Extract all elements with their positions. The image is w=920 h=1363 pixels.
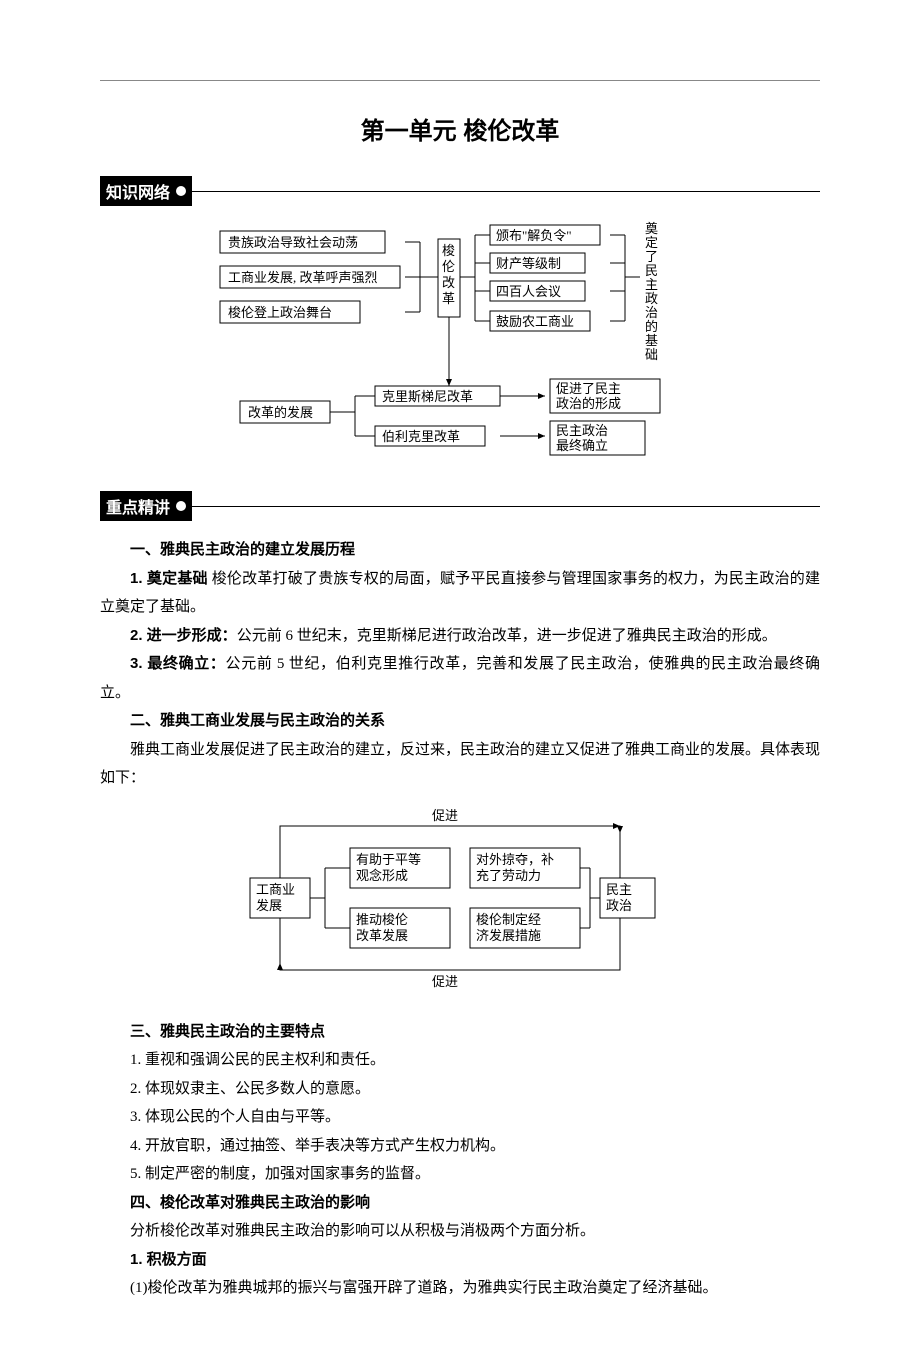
d1-rightv: 奠定了民主政治的基础 [645,221,658,362]
l3: 3. 体现公民的个人自由与平等。 [100,1103,820,1132]
p3a: 3. 最终确立： [130,655,226,672]
d2-right: 民主政治 [606,882,632,913]
top-rule [100,80,820,81]
l5: 5. 制定严密的制度，加强对国家事务的监督。 [100,1160,820,1189]
section-label-1: 知识网络 [106,179,170,203]
l2: 2. 体现奴隶主、公民多数人的意愿。 [100,1075,820,1104]
section-tag-2: 重点精讲 [100,491,192,521]
p5: 分析梭伦改革对雅典民主政治的影响可以从积极与消极两个方面分析。 [100,1217,820,1246]
d2-m3: 推动梭伦改革发展 [356,912,408,943]
diagram-2: 促进 工商业发展 民主政治 有助于平等观念形成 对外掠夺，补充了劳动力 推动梭伦… [220,808,700,998]
p6: 1. 积极方面 [130,1251,207,1268]
section-header-1: 知识网络 [100,176,820,206]
section-label-2: 重点精讲 [106,494,170,518]
d1-bm-1: 伯利克里改革 [382,429,460,444]
p2b: 公元前 6 世纪末，克里斯梯尼进行政治改革，进一步促进了雅典民主政治的形成。 [237,628,777,644]
body-text: 一、雅典民主政治的建立发展历程 1. 奠定基础 梭伦改革打破了贵族专权的局面，赋… [100,536,820,793]
p1a: 1. 奠定基础 [130,570,208,587]
d2-bot: 促进 [432,974,458,989]
section-line-2 [192,506,820,507]
d1-bl: 改革的发展 [248,405,313,420]
d1-left-1: 工商业发展, 改革呼声强烈 [228,270,378,285]
d1-left-0: 贵族政治导致社会动荡 [228,235,358,250]
dot-icon-2 [176,501,186,511]
section-line-1 [192,191,820,192]
p4: 雅典工商业发展促进了民主政治的建立，反过来，民主政治的建立又促进了雅典工商业的发… [100,736,820,793]
d1-bm-0: 克里斯梯尼改革 [382,389,473,404]
d1-right-0: 颁布"解负令" [496,228,572,243]
d2-top: 促进 [432,808,458,823]
d1-br-0: 促进了民主政治的形成 [556,381,621,411]
l1: 1. 重视和强调公民的民主权利和责任。 [100,1046,820,1075]
h3: 三、雅典民主政治的主要特点 [130,1023,325,1040]
d1-right-2: 四百人会议 [496,284,561,299]
d1-br-1: 民主政治最终确立 [556,423,608,453]
p1b: 梭伦改革打破了贵族专权的局面，赋予平民直接参与管理国家事务的权力，为民主政治的建… [100,571,820,616]
d1-right-3: 鼓励农工商业 [496,314,574,329]
section-header-2: 重点精讲 [100,491,820,521]
p7: (1)梭伦改革为雅典城邦的振兴与富强开辟了道路，为雅典实行民主政治奠定了经济基础… [100,1274,820,1303]
diagram-1: 贵族政治导致社会动荡 工商业发展, 改革呼声强烈 梭伦登上政治舞台 梭伦改革 颁… [180,221,740,471]
h1: 一、雅典民主政治的建立发展历程 [130,541,355,558]
page-title: 第一单元 梭伦改革 [100,111,820,146]
body-text-2: 三、雅典民主政治的主要特点 1. 重视和强调公民的民主权利和责任。 2. 体现奴… [100,1018,820,1303]
l4: 4. 开放官职，通过抽签、举手表决等方式产生权力机构。 [100,1132,820,1161]
h2: 二、雅典工商业发展与民主政治的关系 [130,712,385,729]
d1-center: 梭伦改革 [442,243,455,306]
section-tag-1: 知识网络 [100,176,192,206]
d1-right-1: 财产等级制 [496,256,561,271]
d1-left-2: 梭伦登上政治舞台 [228,305,332,320]
page: 第一单元 梭伦改革 知识网络 贵族政治导致社会动荡 工商业发展, 改革呼声强烈 … [0,0,920,1363]
p2a: 2. 进一步形成： [130,627,237,644]
dot-icon [176,186,186,196]
h4: 四、梭伦改革对雅典民主政治的影响 [130,1194,370,1211]
d2-m4: 梭伦制定经济发展措施 [476,912,541,943]
